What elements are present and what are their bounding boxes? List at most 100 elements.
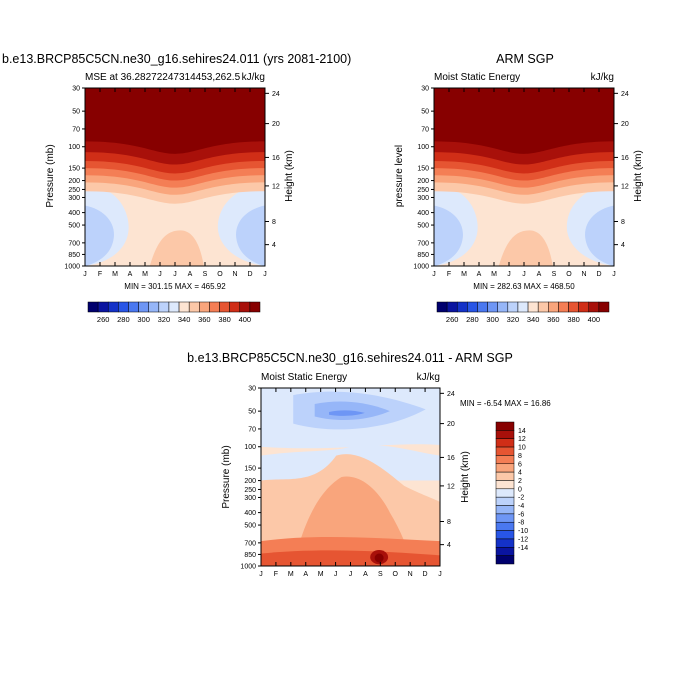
panel3-colorbar-swatch xyxy=(495,505,515,515)
panel3-xtick-label: A xyxy=(363,571,368,578)
panel2-ytick-label: 300 xyxy=(417,195,429,202)
panel1-stats: MIN = 301.15 MAX = 465.92 xyxy=(124,282,226,291)
panel3-colorbar-swatch xyxy=(495,488,515,498)
panel3-ytick-label: 400 xyxy=(244,510,256,517)
panel1-xtick-label: N xyxy=(232,271,237,278)
panel1-ytick-label: 200 xyxy=(68,178,80,185)
panel2-ytick-right-label: 12 xyxy=(621,183,629,190)
panel3-stats: MIN = -6.54 MAX = 16.86 xyxy=(460,399,551,408)
panel2-colorbar-swatch xyxy=(578,301,590,313)
panel3-colorbar-swatch xyxy=(495,530,515,540)
panel3-xtick-label: M xyxy=(318,571,324,578)
panel3-ytick-label: 850 xyxy=(244,552,256,559)
panel1-colorbar-swatch xyxy=(188,301,200,313)
panel1-ytick-label: 700 xyxy=(68,240,80,247)
panel2-xtick-label: S xyxy=(552,271,557,278)
panel2-xtick-label: J xyxy=(522,271,526,278)
panel1-colorbar-label: 380 xyxy=(218,315,231,324)
panel2-xtick-label: J xyxy=(432,271,436,278)
panel2-ytick-label: 1000 xyxy=(413,264,429,271)
panel2-colorbar-swatch xyxy=(497,301,509,313)
panel3-ylabel-right: Height (km) xyxy=(460,451,471,503)
panel1-xtick-label: F xyxy=(98,271,102,278)
panel1-right-blue2 xyxy=(236,205,265,266)
panel2-layer-16 xyxy=(434,88,614,154)
panel1-xtick-label: A xyxy=(128,271,133,278)
panel1-xtick-label: J xyxy=(173,271,177,278)
panel1-center-warm xyxy=(149,230,204,266)
panel2-colorbar-label: 360 xyxy=(547,315,560,324)
panel3-colorbar-label: 12 xyxy=(518,436,526,443)
panel3-colorbar-label: -2 xyxy=(518,495,524,502)
panel2-colorbar-label: 280 xyxy=(466,315,479,324)
panel1-left-blue2 xyxy=(85,205,114,266)
panel1-xtick-label: M xyxy=(112,271,118,278)
panel2-colorbar-swatch xyxy=(456,301,468,313)
panel3-ytick-right-label: 16 xyxy=(447,455,455,462)
panel3-colorbar-swatch xyxy=(495,496,515,506)
panel1-ytick-label: 500 xyxy=(68,223,80,230)
panel3-colorbar-label: -4 xyxy=(518,503,524,510)
panel1-colorbar-label: 320 xyxy=(158,315,171,324)
panel1-ytick-label: 30 xyxy=(72,86,80,93)
panel2-colorbar-swatch xyxy=(487,301,498,313)
panel2-ytick-label: 500 xyxy=(417,223,429,230)
panel2-left-subtitle: Moist Static Energy xyxy=(434,72,520,83)
panel1-xtick-label: J xyxy=(263,271,267,278)
panel2-ytick-label: 30 xyxy=(421,86,429,93)
panel3-colorbar-label: 2 xyxy=(518,478,522,485)
panel3-ytick-label: 200 xyxy=(244,478,256,485)
panel2-xtick-label: D xyxy=(596,271,601,278)
panel3-xtick-label: S xyxy=(378,571,383,578)
panel1-ylabel: Pressure (mb) xyxy=(45,144,56,207)
panel2-ytick-right-label: 16 xyxy=(621,155,629,162)
panel1-colorbar-label: 400 xyxy=(239,315,252,324)
panel2-colorbar-label: 380 xyxy=(567,315,580,324)
panel2-ytick-label: 400 xyxy=(417,210,429,217)
panel1-ytick-label: 250 xyxy=(68,187,80,194)
panel3-colorbar-swatch xyxy=(495,438,515,448)
panel3-xtick-label: J xyxy=(334,571,338,578)
panel1-colorbar-swatch xyxy=(138,301,149,313)
panel2-ytick-right-label: 20 xyxy=(621,121,629,128)
panel3-xtick-label: M xyxy=(288,571,294,578)
panel1-ytick-label: 300 xyxy=(68,195,80,202)
panel3-colorbar-label: -10 xyxy=(518,528,528,535)
panel2-xtick-label: F xyxy=(447,271,451,278)
panel1-colorbar-swatch xyxy=(87,301,99,313)
panel2-colorbar-swatch xyxy=(477,301,488,313)
panel1-ylabel-right: Height (km) xyxy=(284,150,295,202)
panel1-xtick-label: D xyxy=(247,271,252,278)
panel3-colorbar-swatch xyxy=(495,463,515,473)
panel1-xtick-label: O xyxy=(217,271,223,278)
panel3-title: b.e13.BRCP85C5CN.ne30_g16.sehires24.011 … xyxy=(187,351,513,365)
panel1-ytick-right-label: 24 xyxy=(272,91,280,98)
panel3-colorbar-label: 0 xyxy=(518,486,522,493)
panel3-colorbar-swatch xyxy=(495,455,515,465)
panel2-xtick-label: J xyxy=(612,271,616,278)
panel3-xtick-label: O xyxy=(393,571,399,578)
panel1-colorbar-label: 260 xyxy=(97,315,110,324)
panel1-title: b.e13.BRCP85C5CN.ne30_g16.sehires24.011 … xyxy=(2,52,351,66)
panel2-xtick-label: M xyxy=(491,271,497,278)
panel1-colorbar-swatch xyxy=(239,301,251,313)
panel1-left-subtitle: MSE at 36.28272247314453,262.5 xyxy=(85,72,241,83)
panel3-xtick-label: D xyxy=(423,571,428,578)
panel1-colorbar-swatch xyxy=(148,301,160,313)
panel1-ytick-right-label: 12 xyxy=(272,183,280,190)
panel3-colorbar-label: 10 xyxy=(518,445,526,452)
panel1-ytick-label: 1000 xyxy=(64,264,80,271)
panel2-ytick-label: 850 xyxy=(417,252,429,259)
panel3-colorbar-label: -8 xyxy=(518,520,524,527)
panel3-ytick-label: 50 xyxy=(248,409,256,416)
panel3-upper-blue2 xyxy=(314,401,390,420)
panel2-colorbar-label: 260 xyxy=(446,315,459,324)
panel3-ytick-label: 150 xyxy=(244,466,256,473)
panel3-ytick-label: 300 xyxy=(244,495,256,502)
panel2-ytick-right-label: 4 xyxy=(621,242,625,249)
panel1-xtick-label: S xyxy=(203,271,208,278)
panel2-colorbar-label: 320 xyxy=(507,315,520,324)
